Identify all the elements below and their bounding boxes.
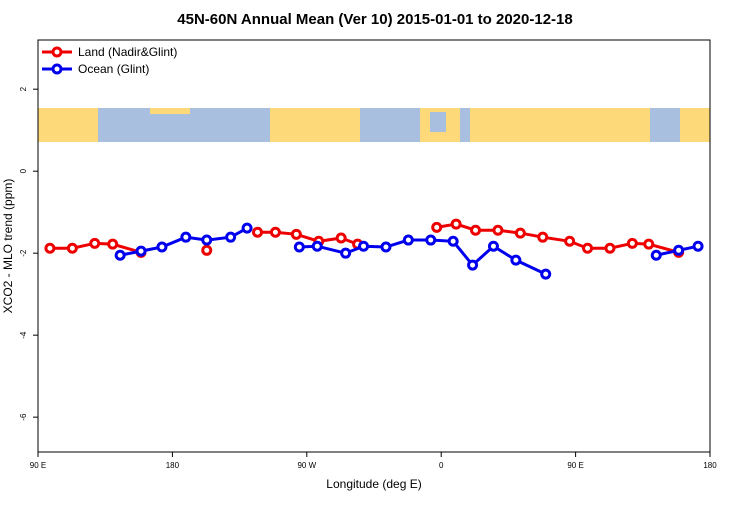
point bbox=[89, 237, 101, 249]
point bbox=[626, 237, 638, 249]
y-tick-label: -4 bbox=[19, 331, 28, 339]
point bbox=[643, 238, 655, 250]
point bbox=[114, 249, 126, 261]
point bbox=[514, 227, 526, 239]
y-axis-label: XCO2 - MLO trend (ppm) bbox=[1, 179, 15, 314]
point bbox=[380, 241, 392, 253]
x-tick-label: 90 E bbox=[30, 461, 46, 470]
legend-marker bbox=[51, 63, 63, 75]
point bbox=[692, 240, 704, 252]
point bbox=[290, 228, 302, 240]
y-tick-label: 2 bbox=[19, 86, 28, 91]
x-tick-label: 90 E bbox=[567, 461, 583, 470]
point bbox=[673, 244, 685, 256]
point bbox=[431, 221, 443, 233]
point bbox=[225, 231, 237, 243]
x-tick-label: 90 W bbox=[297, 461, 316, 470]
legend-label: Ocean (Glint) bbox=[78, 62, 149, 76]
legend-marker bbox=[51, 46, 63, 58]
y-tick-label: -2 bbox=[19, 249, 28, 257]
y-tick-label: -6 bbox=[19, 413, 28, 421]
point bbox=[180, 231, 192, 243]
map-band bbox=[38, 108, 710, 142]
point bbox=[44, 242, 56, 254]
y-tick-label: 0 bbox=[19, 168, 28, 173]
point bbox=[650, 249, 662, 261]
point bbox=[107, 238, 119, 250]
point bbox=[492, 224, 504, 236]
point bbox=[241, 222, 253, 234]
x-tick-label: 180 bbox=[703, 461, 717, 470]
chart-title: 45N-60N Annual Mean (Ver 10) 2015-01-01 … bbox=[177, 11, 572, 28]
point bbox=[135, 245, 147, 257]
point bbox=[201, 244, 213, 256]
point bbox=[450, 218, 462, 230]
plot-frame bbox=[37, 39, 711, 453]
point bbox=[582, 242, 594, 254]
point bbox=[358, 240, 370, 252]
point bbox=[510, 254, 522, 266]
point bbox=[467, 259, 479, 271]
legend-label: Land (Nadir&Glint) bbox=[78, 45, 177, 59]
point bbox=[537, 231, 549, 243]
x-tick-label: 0 bbox=[439, 461, 444, 470]
point bbox=[335, 232, 347, 244]
point bbox=[156, 241, 168, 253]
point bbox=[604, 242, 616, 254]
point bbox=[252, 226, 264, 238]
point bbox=[66, 242, 78, 254]
point bbox=[540, 268, 552, 280]
point bbox=[311, 240, 323, 252]
x-tick-label: 180 bbox=[166, 461, 180, 470]
point bbox=[470, 224, 482, 236]
point bbox=[293, 241, 305, 253]
point bbox=[564, 235, 576, 247]
point bbox=[402, 234, 414, 246]
point bbox=[447, 235, 459, 247]
x-axis-label: Longitude (deg E) bbox=[326, 477, 421, 491]
point bbox=[201, 234, 213, 246]
point bbox=[340, 247, 352, 259]
point bbox=[487, 240, 499, 252]
point bbox=[269, 226, 281, 238]
point bbox=[425, 234, 437, 246]
